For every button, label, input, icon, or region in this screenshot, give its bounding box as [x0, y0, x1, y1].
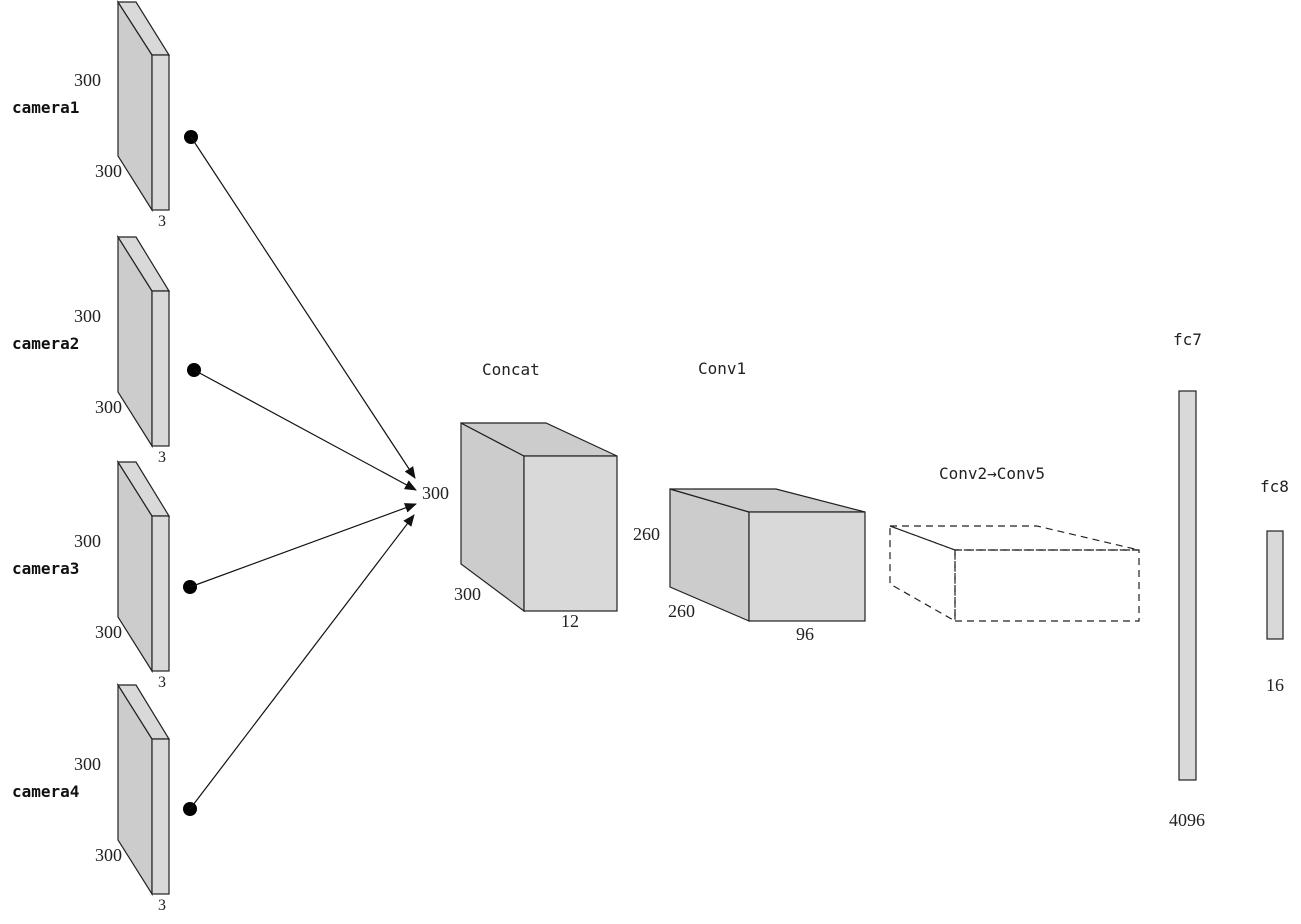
camera1-width-label: 300: [95, 161, 122, 181]
camera2-arrow: [193, 369, 417, 491]
camera3-label: camera3: [12, 559, 79, 578]
camera4-label: camera4: [12, 782, 79, 801]
concat-front-face: [523, 455, 618, 612]
conv1-width-label: 260: [668, 601, 695, 621]
concat-block: Concat 300 300 12: [422, 360, 618, 631]
camera1-front-face: [151, 54, 170, 211]
conv2-conv5-label: Conv2→Conv5: [939, 464, 1045, 483]
camera4-input-block: camera4 300 300 3: [12, 682, 171, 914]
camera4-front-face: [151, 738, 170, 895]
camera4-depth-label: 3: [158, 897, 166, 914]
fc7-bar: [1178, 390, 1197, 781]
camera4-width-label: 300: [95, 845, 122, 865]
camera2-width-label: 300: [95, 397, 122, 417]
fc7-block: fc7 4096: [1169, 330, 1205, 830]
conv1-depth-label: 96: [796, 624, 814, 644]
concat-width-label: 300: [454, 584, 481, 604]
concat-height-label: 300: [422, 483, 449, 503]
camera-to-concat-connectors: [183, 130, 417, 816]
conv2-conv5-front-face: [954, 549, 1140, 622]
camera3-height-label: 300: [74, 531, 101, 551]
camera1-label: camera1: [12, 98, 79, 117]
camera2-label: camera2: [12, 334, 79, 353]
fc8-size-label: 16: [1266, 675, 1284, 695]
conv2-conv5-block: Conv2→Conv5: [889, 464, 1140, 623]
fc8-block: fc8 16: [1260, 477, 1289, 695]
conv1-label: Conv1: [698, 359, 746, 378]
camera3-input-block: camera3 300 300 3: [12, 459, 171, 691]
conv1-height-label: 260: [633, 524, 660, 544]
camera2-input-block: camera2 300 300 3: [12, 234, 171, 466]
camera4-height-label: 300: [74, 754, 101, 774]
conv2-conv5-side-face: [889, 525, 956, 623]
camera1-input-block: camera1 300 300 3: [12, 0, 171, 230]
conv2-conv5-top-face: [889, 525, 1140, 551]
camera3-width-label: 300: [95, 622, 122, 642]
camera1-height-label: 300: [74, 70, 101, 90]
camera1-depth-label: 3: [158, 213, 166, 230]
camera1-arrow: [190, 136, 416, 479]
fc7-size-label: 4096: [1169, 810, 1205, 830]
camera3-depth-label: 3: [158, 674, 166, 691]
fc8-label: fc8: [1260, 477, 1289, 496]
camera4-arrow: [189, 514, 415, 810]
camera2-front-face: [151, 290, 170, 447]
conv1-block: Conv1 260 260 96: [633, 359, 866, 644]
concat-label: Concat: [482, 360, 540, 379]
fc7-label: fc7: [1173, 330, 1202, 349]
camera3-front-face: [151, 515, 170, 672]
concat-depth-label: 12: [561, 611, 579, 631]
camera2-height-label: 300: [74, 306, 101, 326]
camera3-arrow: [189, 503, 417, 588]
conv1-front-face: [748, 511, 866, 622]
fc8-bar: [1266, 530, 1284, 640]
camera2-depth-label: 3: [158, 449, 166, 466]
